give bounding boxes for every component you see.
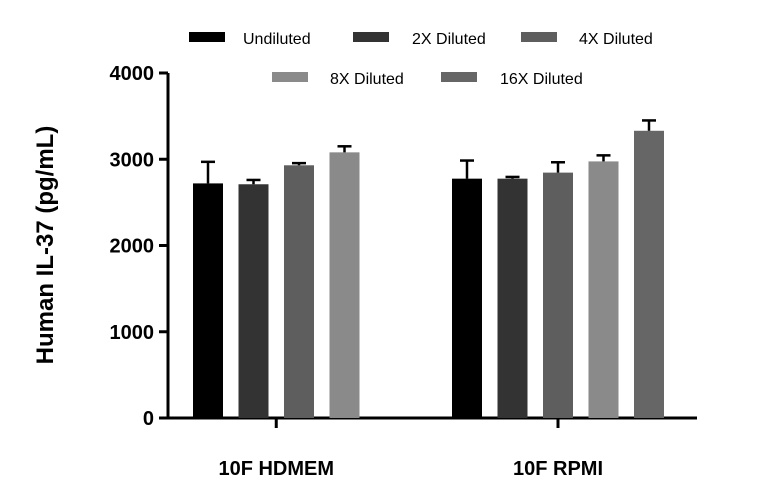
bar bbox=[497, 178, 528, 418]
bar bbox=[634, 130, 664, 418]
bars bbox=[193, 119, 664, 418]
legend-label: 2X Diluted bbox=[412, 31, 486, 48]
bar bbox=[284, 165, 314, 418]
legend-label: Undiluted bbox=[243, 31, 311, 48]
legend-label: 16X Diluted bbox=[500, 71, 583, 88]
bar bbox=[193, 183, 223, 418]
y-tick-label: 0 bbox=[143, 408, 154, 430]
bar bbox=[238, 184, 269, 418]
legend: Undiluted 2X Diluted 4X Diluted 8X Diluted 1… bbox=[189, 31, 653, 88]
legend-swatch bbox=[521, 32, 557, 42]
y-tick-label: 4000 bbox=[110, 63, 155, 85]
bar bbox=[543, 172, 573, 418]
legend-swatch bbox=[441, 72, 477, 82]
legend-label: 4X Diluted bbox=[579, 31, 653, 48]
y-tick-label: 3000 bbox=[110, 149, 155, 171]
x-axis: 10F HDMEM 10F RPMI bbox=[166, 416, 697, 480]
y-tick-label: 2000 bbox=[110, 236, 155, 258]
legend-swatch bbox=[353, 32, 389, 42]
y-tick-label: 1000 bbox=[110, 322, 155, 344]
y-axis-title: Human IL-37 (pg/mL) bbox=[32, 126, 59, 365]
bar bbox=[452, 178, 482, 418]
bar bbox=[329, 152, 360, 418]
legend-label: 8X Diluted bbox=[330, 71, 404, 88]
bar bbox=[588, 161, 619, 418]
x-tick-label: 10F RPMI bbox=[513, 458, 603, 480]
y-axis: 0 1000 2000 3000 4000 bbox=[110, 63, 170, 430]
legend-swatch bbox=[189, 32, 225, 42]
legend-swatch bbox=[272, 72, 308, 82]
x-tick-label: 10F HDMEM bbox=[218, 458, 334, 480]
